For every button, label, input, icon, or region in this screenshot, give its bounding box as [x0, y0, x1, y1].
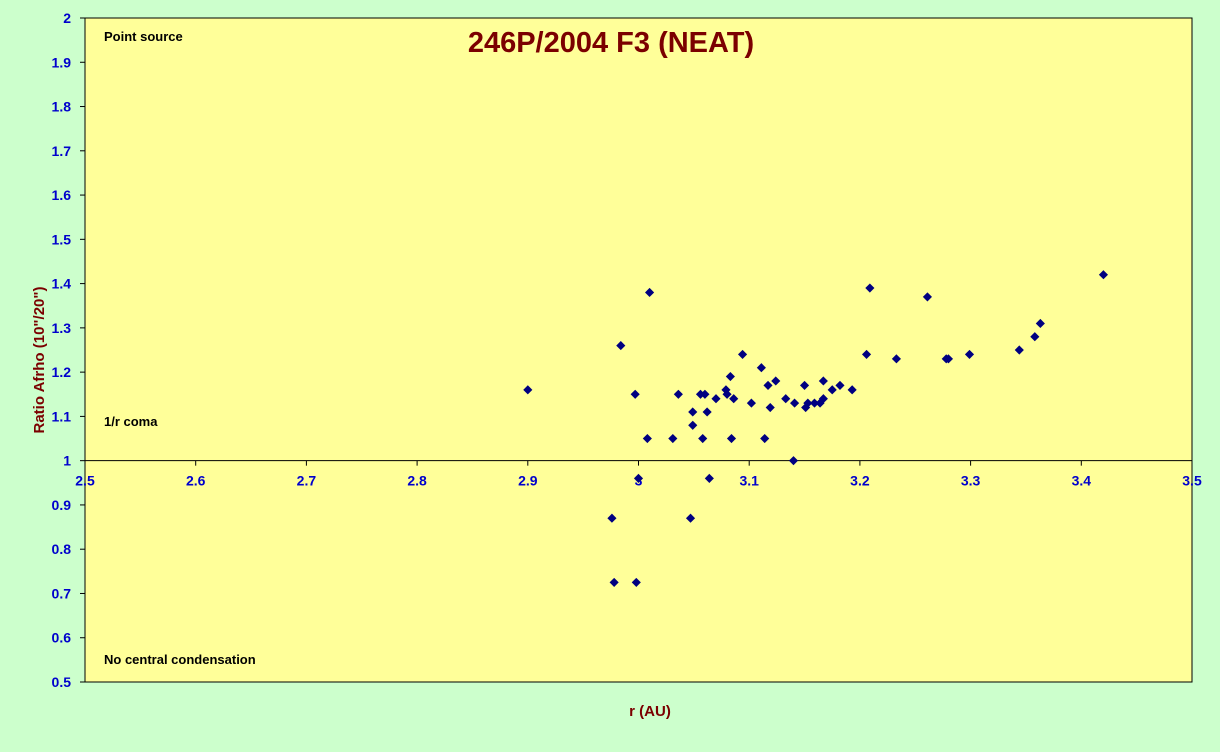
data-point — [711, 394, 721, 404]
data-point — [607, 513, 617, 523]
data-point — [737, 349, 748, 359]
y-tick-label: 1.1 — [52, 408, 72, 424]
y-tick-label: 1.9 — [52, 54, 72, 70]
data-points — [523, 270, 1109, 587]
data-point — [645, 287, 655, 298]
y-tick-label: 1.6 — [52, 187, 72, 203]
y-tick-label: 0.6 — [52, 630, 72, 646]
x-tick-label: 2.9 — [518, 473, 538, 489]
data-point — [631, 577, 641, 587]
data-point — [964, 349, 975, 359]
x-tick-label: 3.3 — [961, 473, 981, 489]
plot-area — [84, 17, 1193, 683]
data-point — [630, 389, 640, 399]
data-point — [865, 283, 875, 293]
data-point — [760, 433, 770, 444]
data-point — [771, 376, 781, 386]
data-point — [790, 398, 800, 408]
data-point — [722, 389, 732, 399]
data-point — [799, 380, 810, 390]
y-tick-label: 1.7 — [52, 143, 72, 159]
x-tick-label: 3.1 — [739, 473, 759, 489]
data-point — [847, 385, 857, 395]
data-point — [827, 385, 837, 395]
data-point — [835, 380, 845, 390]
y-tick-label: 0.7 — [52, 585, 72, 601]
data-point — [673, 389, 683, 399]
data-point — [788, 456, 799, 466]
y-tick-label: 0.8 — [52, 541, 72, 557]
x-tick-label: 2.6 — [186, 473, 206, 489]
annotation-point-source: Point source — [104, 29, 183, 44]
x-tick-label: 3.5 — [1182, 473, 1202, 489]
y-tick-label: 1.3 — [52, 320, 72, 336]
data-point — [668, 433, 678, 444]
data-point — [1035, 318, 1045, 329]
y-tick-label: 0.9 — [52, 497, 72, 513]
data-point — [609, 577, 619, 587]
chart-title: 246P/2004 F3 (NEAT) — [468, 27, 754, 59]
data-point — [726, 433, 737, 444]
data-point — [818, 394, 828, 404]
y-tick-label: 0.5 — [52, 674, 72, 690]
data-point — [688, 420, 698, 430]
data-point — [922, 292, 932, 302]
x-tick-label: 2.7 — [297, 473, 317, 489]
y-tick-label: 1.4 — [52, 276, 72, 292]
y-tick-label: 1.2 — [52, 364, 72, 380]
annotation-no-central-condensation: No central condensation — [104, 652, 256, 667]
y-axis: 0.5 0.6 0.7 0.8 0.9 1 1.1 1.2 1.3 1.4 1.5 1.6 1.7 1.8… — [52, 10, 86, 690]
data-point — [781, 394, 791, 404]
y-tick-label: 1.5 — [52, 231, 72, 247]
data-point — [861, 349, 872, 359]
data-point — [523, 385, 533, 395]
data-point — [818, 376, 828, 386]
data-point — [700, 389, 710, 399]
y-axis-label: Ratio Afrho (10"/20") — [31, 286, 48, 433]
x-tick-label: 3.4 — [1072, 473, 1092, 489]
data-point — [685, 513, 696, 523]
data-point — [698, 433, 708, 444]
data-point — [756, 363, 766, 373]
y-tick-label: 1 — [63, 453, 71, 469]
data-point — [891, 354, 901, 364]
data-point — [943, 354, 954, 364]
data-point — [704, 473, 714, 483]
y-tick-label: 2 — [63, 10, 71, 26]
data-point — [688, 407, 698, 417]
data-point — [1014, 345, 1024, 355]
data-point — [803, 398, 813, 408]
data-point — [616, 341, 626, 351]
data-point — [642, 433, 652, 444]
data-point — [1098, 270, 1109, 280]
x-tick-label: 2.8 — [407, 473, 427, 489]
data-point — [765, 402, 775, 413]
data-point — [729, 394, 739, 404]
x-axis: 2.52.62.72.82.933.13.23.33.43.5 — [75, 460, 1202, 489]
data-point — [702, 407, 712, 417]
annotation-1-r-coma: 1/r coma — [104, 414, 158, 429]
x-axis-label: r (AU) — [629, 703, 671, 720]
data-point — [1030, 332, 1040, 342]
data-point — [763, 380, 773, 390]
y-tick-label: 1.8 — [52, 99, 72, 115]
x-tick-label: 3.2 — [850, 473, 870, 489]
data-point — [633, 473, 644, 483]
x-tick-label: 2.5 — [75, 473, 95, 489]
data-point — [725, 371, 735, 382]
data-point — [746, 398, 756, 408]
